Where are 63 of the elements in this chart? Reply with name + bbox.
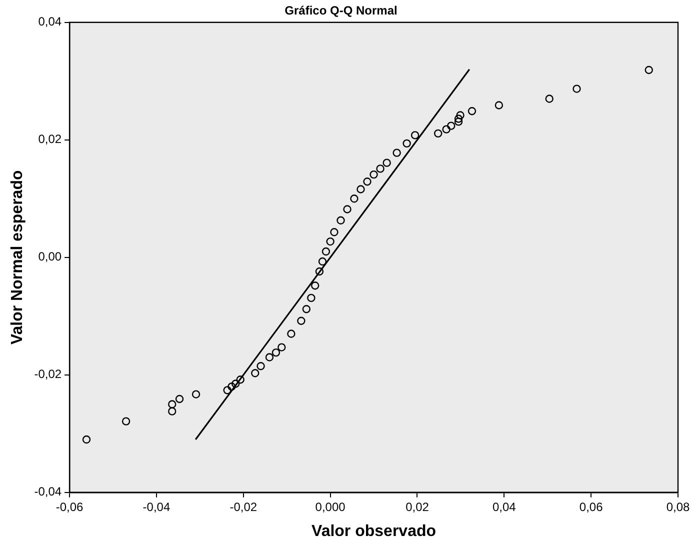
y-tick-label: 0,00: [38, 250, 62, 264]
point: [231, 380, 240, 388]
point: [376, 164, 384, 173]
x-tick-label: 0,04: [492, 500, 516, 514]
point: [442, 125, 450, 134]
y-tick-label: 0,02: [38, 132, 62, 146]
point: [370, 170, 378, 179]
point: [402, 139, 411, 148]
point: [644, 66, 653, 74]
point: [454, 114, 463, 123]
y-tick-label: -0,04: [34, 484, 62, 499]
point: [168, 400, 176, 408]
point: [336, 216, 345, 224]
x-tick-label: -0,02: [230, 500, 258, 514]
y-axis-title: Valor Normal esperado: [9, 170, 26, 345]
x-tick-label: 0,02: [406, 500, 430, 514]
point: [297, 316, 306, 325]
point: [392, 148, 401, 157]
point: [434, 129, 442, 138]
point: [265, 353, 274, 362]
point: [454, 118, 463, 126]
point: [272, 348, 280, 357]
point: [363, 178, 372, 186]
point: [410, 131, 420, 140]
x-tick-label: -0,06: [56, 500, 84, 514]
point: [315, 267, 324, 276]
point: [311, 282, 320, 290]
point: [122, 417, 130, 426]
x-axis-title: Valor observado: [312, 522, 436, 540]
point: [307, 294, 316, 302]
point: [236, 376, 244, 384]
point: [330, 228, 338, 236]
point: [175, 394, 184, 404]
point: [572, 84, 581, 93]
chart-title: Gráfico Q-Q Normal: [284, 4, 398, 18]
point: [356, 185, 365, 194]
point: [251, 369, 260, 378]
x-tick-label: 0,000: [315, 500, 346, 514]
point: [322, 247, 330, 256]
x-tick-label: 0,06: [579, 500, 604, 514]
point: [192, 390, 200, 398]
point: [343, 205, 352, 214]
y-tick-label: -0,02: [34, 367, 62, 382]
point: [168, 407, 176, 416]
x-tick-label: -0,04: [142, 500, 170, 514]
point: [350, 194, 358, 203]
point: [228, 382, 236, 391]
point: [302, 305, 311, 314]
point: [326, 237, 334, 246]
point: [287, 330, 296, 338]
point: [256, 362, 265, 370]
x-tick-label: 0,08: [666, 500, 690, 514]
point: [82, 435, 91, 444]
point: [468, 107, 476, 116]
point: [223, 386, 232, 394]
point: [382, 158, 391, 167]
point: [545, 94, 554, 103]
point: [447, 122, 456, 130]
point: [456, 111, 464, 120]
y-tick-label: 0,04: [38, 14, 62, 29]
point: [494, 101, 504, 110]
point: [278, 343, 286, 352]
point: [318, 257, 327, 266]
